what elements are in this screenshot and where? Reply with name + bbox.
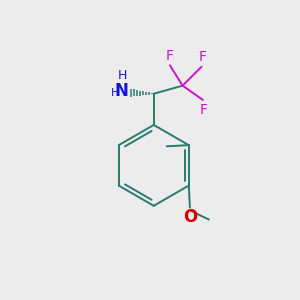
Text: N: N — [115, 82, 128, 100]
Text: H: H — [118, 69, 127, 82]
Text: F: F — [199, 50, 206, 64]
Text: O: O — [183, 208, 197, 226]
Text: F: F — [200, 103, 208, 117]
Text: H: H — [111, 88, 119, 98]
Text: F: F — [166, 49, 173, 63]
